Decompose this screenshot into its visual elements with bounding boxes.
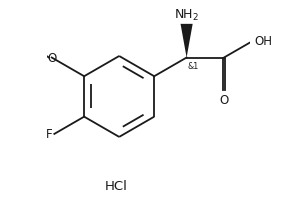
Text: HCl: HCl (105, 179, 128, 192)
Text: NH$_2$: NH$_2$ (174, 8, 199, 23)
Text: OH: OH (255, 35, 273, 48)
Text: &1: &1 (187, 62, 199, 71)
Polygon shape (181, 25, 193, 58)
Text: O: O (219, 93, 229, 106)
Text: F: F (46, 128, 52, 141)
Text: O: O (47, 52, 56, 65)
